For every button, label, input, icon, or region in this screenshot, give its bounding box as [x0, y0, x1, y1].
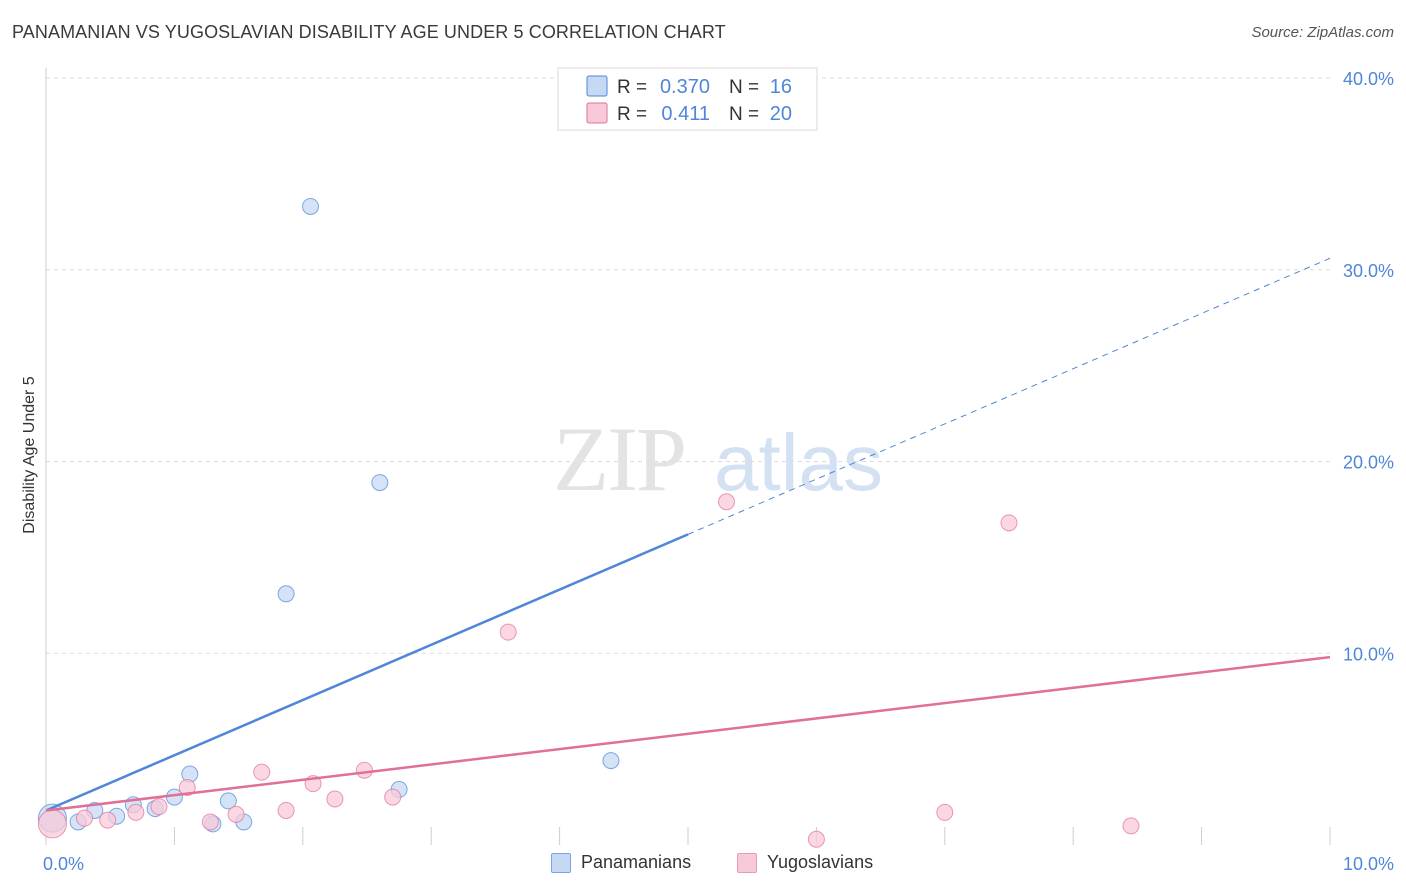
yugoslavian-point	[936, 803, 954, 821]
stats-r-label: R =	[617, 77, 647, 98]
yugoslavian-point	[277, 801, 295, 819]
legend-swatch-yugoslavians	[737, 852, 757, 873]
y-tick-label: 30.0%	[1343, 261, 1394, 281]
y-tick-label: 10.0%	[1343, 644, 1394, 664]
yugoslavian-point	[1122, 817, 1140, 835]
x-tick-label: 10.0%	[1343, 854, 1394, 874]
y-axis-label: Disability Age Under 5	[21, 376, 38, 534]
legend-item-panamanians: Panamanians	[551, 852, 691, 873]
stats-r-label: R =	[617, 104, 647, 125]
legend-swatch-panamanians	[551, 852, 571, 873]
yugoslavian-point	[253, 763, 271, 781]
stats-swatch-yugoslavians	[586, 102, 608, 124]
yugoslavian-point	[99, 811, 117, 829]
y-tick-label: 20.0%	[1343, 453, 1394, 473]
yugoslavian-point	[201, 813, 219, 831]
yugoslavian-point	[150, 798, 168, 816]
source-label: Source: ZipAtlas.com	[1251, 24, 1394, 41]
yugoslavian-point	[76, 809, 94, 827]
yugoslavian-point	[178, 778, 196, 796]
watermark-atlas: atlas	[714, 418, 883, 507]
bottom-legend: Panamanians Yugoslavians	[0, 852, 1406, 876]
yugoslavian-point	[807, 830, 825, 848]
yugoslavian-point	[355, 761, 373, 779]
legend-label-yugoslavians: Yugoslavians	[767, 852, 874, 872]
stats-n-value: 16	[770, 76, 792, 98]
watermark-zip: ZIP	[553, 408, 685, 510]
yugoslavian-point	[227, 805, 245, 823]
stats-n-label: N =	[729, 104, 759, 125]
y-tick-label: 40.0%	[1343, 69, 1394, 89]
yugoslavian-trend-line	[45, 655, 1331, 812]
yugoslavian-point	[718, 493, 736, 511]
yugoslavian-point	[1000, 514, 1018, 532]
panamanian-trend-line	[45, 533, 689, 812]
stats-n-label: N =	[729, 77, 759, 98]
stats-n-value: 20	[770, 103, 792, 125]
yugoslavian-point	[37, 809, 67, 839]
stats-r-value: 0.370	[660, 76, 710, 98]
panamanian-point	[371, 474, 389, 492]
panamanian-point	[277, 585, 295, 603]
legend-item-yugoslavians: Yugoslavians	[737, 852, 873, 873]
yugoslavian-point	[326, 790, 344, 808]
x-tick-label: 0.0%	[43, 854, 84, 874]
panamanian-point	[219, 792, 237, 810]
panamanian-trend-extension	[687, 257, 1331, 535]
stats-swatch-panamanians	[586, 75, 608, 97]
chart-title: PANAMANIAN VS YUGOSLAVIAN DISABILITY AGE…	[12, 22, 726, 42]
panamanian-point	[302, 197, 320, 215]
stats-r-value: 0.411	[661, 103, 710, 125]
yugoslavian-point	[127, 803, 145, 821]
yugoslavian-point	[499, 623, 517, 641]
yugoslavian-point	[384, 788, 402, 806]
legend-label-panamanians: Panamanians	[581, 852, 692, 872]
panamanian-point	[602, 752, 620, 770]
